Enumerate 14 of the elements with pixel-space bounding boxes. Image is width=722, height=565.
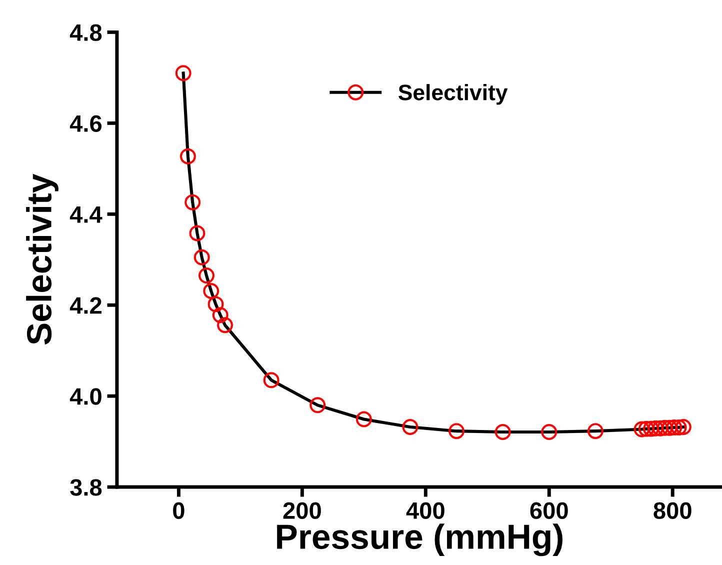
x-tick-label: 200 — [283, 502, 321, 519]
y-axis-title: Selectivity — [26, 174, 58, 345]
x-axis-title: Pressure (mmHg) — [277, 524, 562, 556]
x-tick-label: 600 — [530, 502, 568, 519]
legend-label: Selectivity — [398, 84, 508, 105]
y-tick-label: 3.8 — [70, 479, 102, 496]
y-tick-label: 4.6 — [70, 115, 102, 132]
y-tick-label: 4.2 — [70, 297, 102, 314]
x-tick-label: 0 — [173, 502, 184, 519]
y-tick-label: 4.8 — [70, 24, 102, 41]
y-tick-label: 4.4 — [70, 206, 102, 223]
x-tick-label: 800 — [654, 502, 692, 519]
x-tick-label: 400 — [406, 502, 444, 519]
y-tick-label: 4.0 — [70, 388, 102, 405]
